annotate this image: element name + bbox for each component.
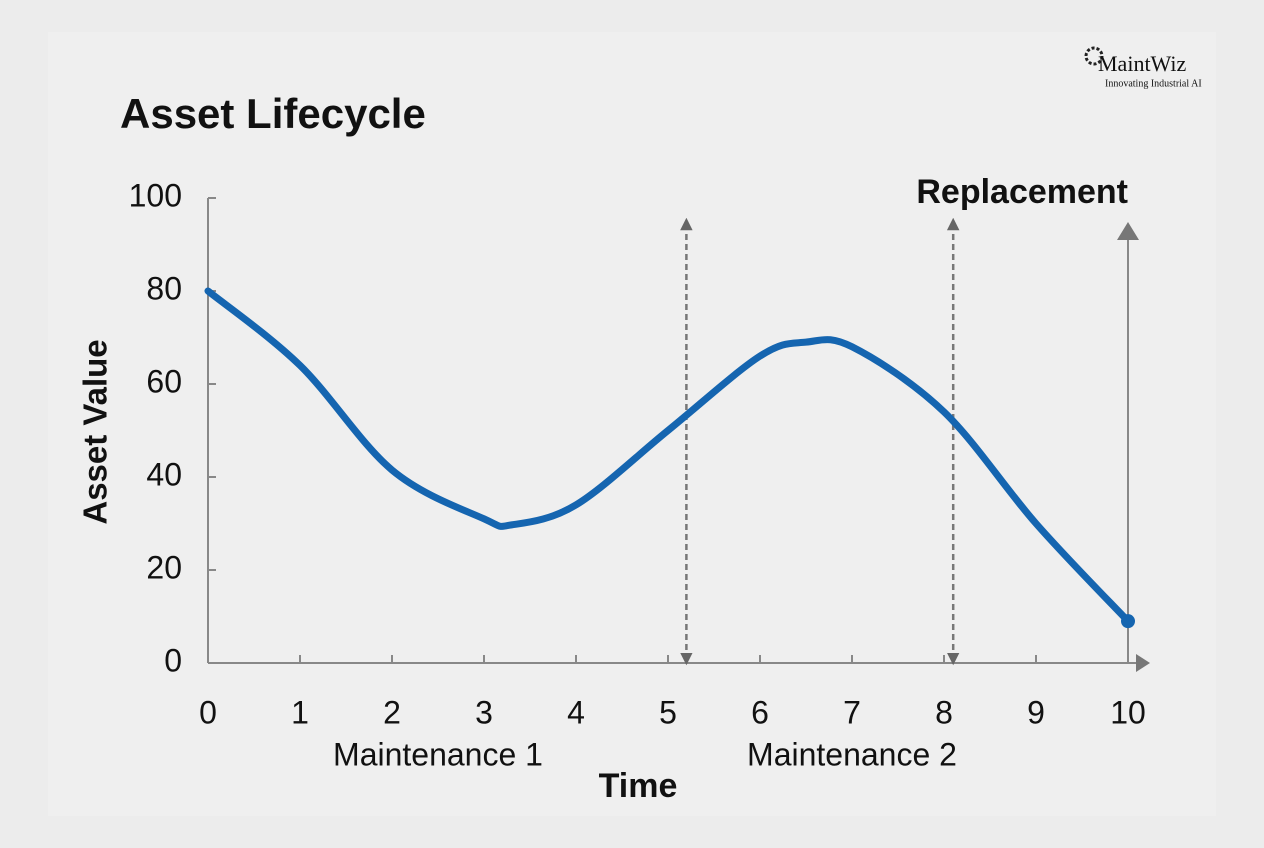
x-tick-label: 7 bbox=[843, 694, 861, 730]
x-tick-label: 8 bbox=[935, 694, 953, 730]
logo-gear bbox=[1084, 46, 1104, 66]
logo-name: MaintWiz bbox=[1098, 51, 1187, 76]
y-tick-label: 0 bbox=[164, 642, 182, 678]
y-tick-label: 40 bbox=[146, 456, 182, 492]
x-axis-label: Time bbox=[599, 767, 678, 805]
chart-title: Asset Lifecycle bbox=[120, 90, 426, 137]
annotation: Maintenance 1 bbox=[333, 736, 543, 772]
x-tick-label: 0 bbox=[199, 694, 217, 730]
data-line bbox=[204, 287, 1132, 625]
replacement-arrow bbox=[1117, 222, 1139, 240]
y-axis-label: Asset Value bbox=[77, 339, 114, 524]
x-tick-label: 10 bbox=[1110, 694, 1146, 730]
x-tick-label: 4 bbox=[567, 694, 585, 730]
x-tick-label: 5 bbox=[659, 694, 677, 730]
logo-tagline: Innovating Industrial AI bbox=[1105, 78, 1202, 89]
x-tick-label: 1 bbox=[291, 694, 309, 730]
y-tick-label: 100 bbox=[129, 177, 182, 213]
end-point bbox=[1121, 614, 1135, 629]
annotation: Maintenance 2 bbox=[747, 736, 957, 772]
marker-label: Replacement bbox=[916, 173, 1128, 211]
chart-background bbox=[48, 32, 1216, 816]
x-tick-label: 2 bbox=[383, 694, 401, 730]
x-tick-label: 9 bbox=[1027, 694, 1045, 730]
y-tick-label: 80 bbox=[146, 270, 182, 306]
x-tick-label: 6 bbox=[751, 694, 769, 730]
logo: MaintWiz Innovating Industrial AI bbox=[1084, 46, 1202, 89]
x-axis-arrow bbox=[1136, 654, 1150, 672]
x-tick-label: 3 bbox=[475, 694, 493, 730]
y-tick-label: 20 bbox=[146, 549, 182, 585]
y-tick-label: 60 bbox=[146, 363, 182, 399]
